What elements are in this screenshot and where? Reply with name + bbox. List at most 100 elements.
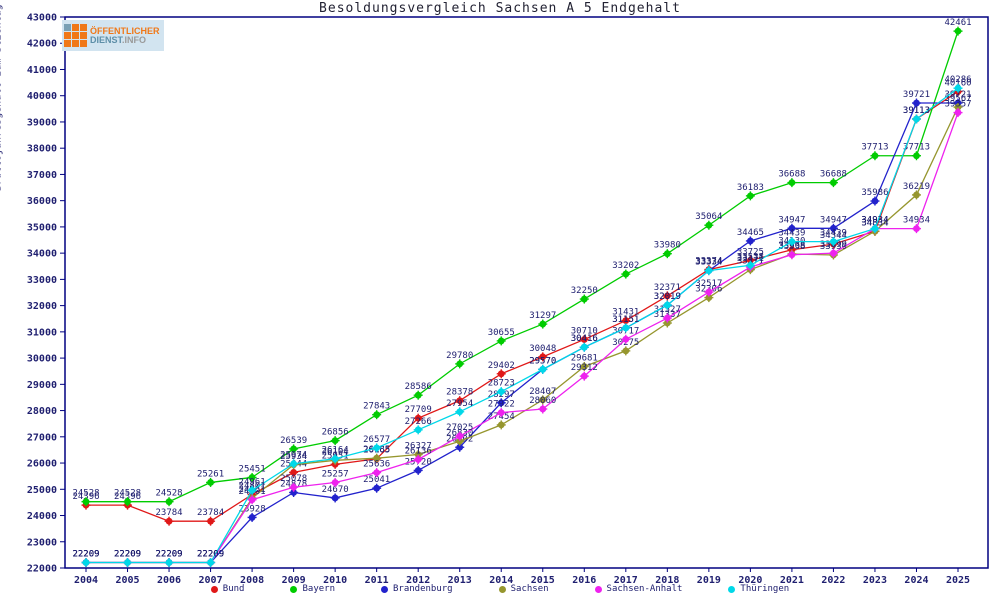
data-point-label: 25451: [239, 464, 266, 474]
oeffentlicher-dienst-logo[interactable]: ÖFFENTLICHER DIENST.INFO: [62, 20, 164, 51]
data-point-label: 22209: [114, 550, 141, 560]
data-point-label: 31431: [612, 308, 639, 318]
data-point-label: 23928: [239, 504, 266, 514]
data-point-label: 29681: [571, 353, 598, 363]
x-axis: 2004 2005 2006 2007 2008 2009 2010 2011 2012 2013…: [74, 568, 970, 586]
data-point-label: 33374: [695, 257, 722, 267]
x-tick-label: 2017: [614, 575, 638, 586]
data-point-label: 25078: [280, 474, 307, 484]
data-point-label: 25974: [280, 451, 307, 461]
legend-swatch-icon: [381, 585, 388, 593]
legend-label: Bayern: [302, 584, 335, 594]
data-point-label: 22209: [114, 550, 141, 560]
data-point-label: 39113: [903, 106, 930, 116]
data-point-label: 34834: [861, 218, 888, 228]
data-point-label: 29780: [446, 351, 473, 361]
data-point-label: 28586: [405, 382, 432, 392]
data-point-label: 22209: [114, 550, 141, 560]
y-tick-label: 34000: [27, 249, 57, 260]
data-point-label: 33938: [778, 242, 805, 252]
x-tick-label: 2009: [282, 575, 306, 586]
data-point-label: 25934: [280, 452, 307, 462]
x-tick-label: 2010: [323, 575, 347, 586]
data-point-label: 29570: [529, 356, 556, 366]
y-tick-label: 22000: [27, 564, 57, 575]
data-point-label: 27266: [405, 417, 432, 427]
data-point-label: 34947: [820, 215, 847, 225]
x-tick-label: 2004: [74, 575, 98, 586]
legend-swatch-icon: [210, 585, 218, 593]
plot-frame: [64, 16, 989, 569]
data-point-label: 34834: [861, 218, 888, 228]
data-point-label: 27709: [405, 405, 432, 415]
data-point-label: 22209: [156, 550, 183, 560]
data-point-label: 24528: [156, 489, 183, 499]
x-tick-label: 2023: [863, 575, 887, 586]
x-tick-label: 2016: [572, 575, 596, 586]
data-point-label: 22209: [72, 550, 99, 560]
data-point-label: 27922: [488, 400, 515, 410]
data-point-label: 33202: [612, 261, 639, 271]
data-point-label: 34934: [861, 216, 888, 226]
y-tick-label: 41000: [27, 65, 57, 76]
data-point-label: 22209: [156, 550, 183, 560]
data-point-label: 30416: [571, 334, 598, 344]
logo-text-line1: ÖFFENTLICHER: [90, 25, 160, 36]
data-point-label: 25261: [197, 469, 224, 479]
y-tick-label: 37000: [27, 170, 57, 181]
y-tick-label: 43000: [27, 13, 57, 24]
legend-item-Sachsen: Sachsen: [498, 584, 549, 594]
data-point-label: 36219: [903, 182, 930, 192]
data-point-label: 24961: [239, 477, 266, 487]
data-point-label: 25041: [363, 475, 390, 485]
data-point-label: 34344: [820, 231, 847, 241]
data-point-label: 26577: [363, 435, 390, 445]
data-point-label: 26856: [322, 428, 349, 438]
x-tick-label: 2024: [904, 575, 928, 586]
y-tick-label: 40000: [27, 91, 57, 102]
logo-squares-icon: [64, 24, 87, 47]
data-point-label: 22209: [114, 550, 141, 560]
data-point-label: 29312: [571, 363, 598, 373]
y-tick-label: 23000: [27, 537, 57, 548]
data-point-label: 31527: [654, 305, 681, 315]
data-point-label: 22209: [197, 550, 224, 560]
data-point-label: 31297: [529, 311, 556, 321]
data-point-label: 22209: [72, 550, 99, 560]
legend-item-Brandenburg: Brandenburg: [381, 584, 453, 594]
y-axis: 22000 23000 24000 25000 26000 27000 28000 29000…: [27, 13, 65, 575]
x-tick-label: 2022: [821, 575, 845, 586]
data-point-label: 33725: [737, 247, 764, 257]
data-point-label: 23784: [197, 508, 224, 518]
x-tick-label: 2018: [655, 575, 679, 586]
x-tick-label: 2006: [157, 575, 181, 586]
legend-item-Sachsen-Anhalt: Sachsen-Anhalt: [594, 584, 682, 594]
data-point-label: 33538: [737, 252, 764, 262]
data-point-label: 27954: [446, 399, 473, 409]
y-tick-label: 32000: [27, 301, 57, 312]
series-line: [86, 102, 958, 564]
y-tick-label: 39000: [27, 117, 57, 128]
x-tick-label: 2019: [697, 575, 721, 586]
legend-swatch-icon: [594, 585, 602, 593]
data-point-label: 37713: [903, 143, 930, 153]
data-point-label: 24670: [322, 485, 349, 495]
data-point-label: 26104: [322, 447, 349, 457]
data-point-label: 40286: [944, 75, 971, 85]
data-point-label: 34439: [820, 229, 847, 239]
data-point-label: 22209: [72, 550, 99, 560]
series-Sachsen: 2220922209222092220924661259342610426185…: [72, 94, 972, 568]
y-tick-label: 35000: [27, 222, 57, 233]
y-tick-label: 42000: [27, 39, 57, 50]
data-point-label: 28060: [529, 396, 556, 406]
data-point-label: 27025: [446, 423, 473, 433]
data-point-label: 27843: [363, 402, 390, 412]
series-line: [86, 87, 959, 564]
logo-text-line2: DIENST.INFO: [90, 34, 147, 45]
x-tick-label: 2005: [115, 575, 139, 586]
data-point-label: 40160: [944, 79, 971, 89]
legend-item-Bund: Bund: [210, 584, 244, 594]
data-point-label: 26136: [405, 446, 432, 456]
data-point-label: 32019: [654, 292, 681, 302]
